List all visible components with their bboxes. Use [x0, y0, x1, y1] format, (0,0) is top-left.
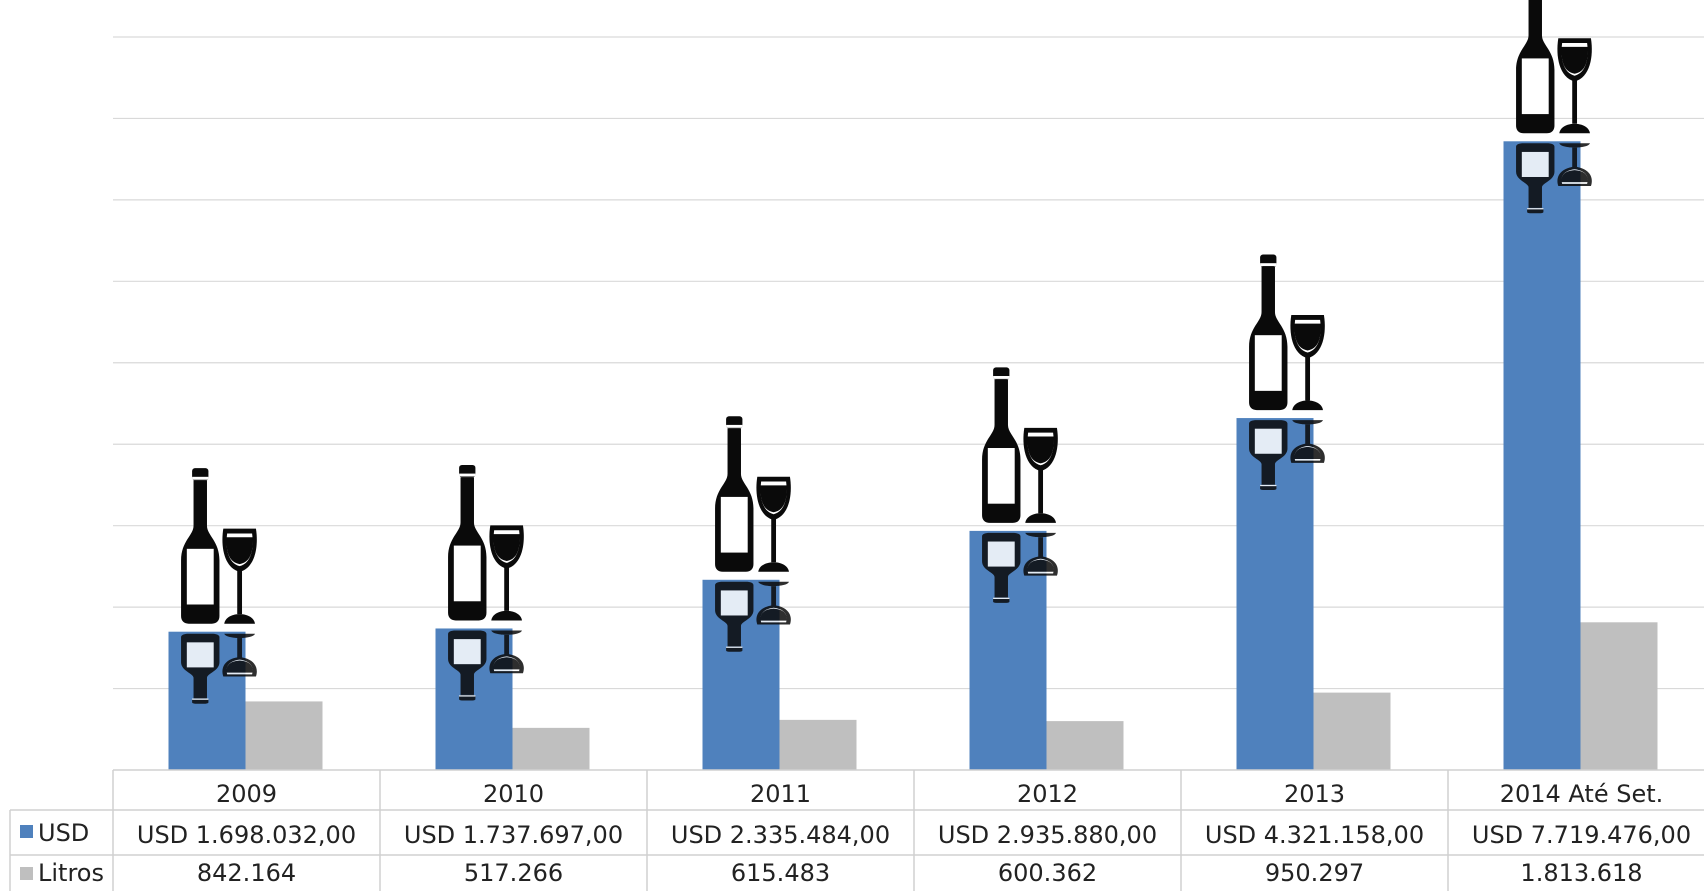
wine-icon-reflection: [448, 630, 524, 701]
data-table: 2009 USD 1.698.032,00 842.164 2010 USD 1.737…: [9, 769, 1704, 891]
wine-bottle-and-glass-icon: [1249, 254, 1325, 411]
bar-usd-2013: [1236, 418, 1314, 770]
category-label: 2013: [1284, 780, 1345, 808]
litros-value-label: 517.266: [464, 859, 563, 887]
wine-bottle-and-glass-icon: [715, 416, 791, 572]
usd-value-label: USD 7.719.476,00: [1472, 821, 1691, 849]
bar-litros-2013: [1313, 692, 1391, 770]
legend-label-litros: Litros: [38, 859, 104, 887]
bar-litros-2012: [1046, 721, 1124, 770]
wine-icon-reflection: [715, 581, 791, 652]
usd-value-label: USD 2.935.880,00: [938, 821, 1157, 849]
legend-key-usd: [20, 825, 33, 838]
usd-value-label: USD 1.698.032,00: [137, 821, 356, 849]
category-label: 2011: [750, 780, 811, 808]
litros-value-label: 1.813.618: [1520, 859, 1642, 887]
category-label: 2012: [1017, 780, 1078, 808]
litros-value-label: 600.362: [998, 859, 1097, 887]
category-label: 2010: [483, 780, 544, 808]
wine-icon-reflection: [982, 532, 1058, 603]
usd-value-label: USD 2.335.484,00: [671, 821, 890, 849]
bars: [168, 141, 1658, 770]
litros-value-label: 950.297: [1265, 859, 1364, 887]
legend-key-litros: [20, 867, 33, 880]
bar-litros-2014 Até Set.: [1580, 622, 1658, 770]
bar-litros-2009: [245, 701, 323, 770]
wine-icon-reflection: [1516, 143, 1592, 214]
usd-value-label: USD 4.321.158,00: [1205, 821, 1424, 849]
wine-bottle-and-glass-icon: [448, 464, 524, 621]
bar-usd-2014 Até Set.: [1503, 141, 1581, 770]
wine-icon-reflection: [181, 633, 257, 704]
wine-icon-reflection: [1249, 420, 1325, 491]
bar-litros-2011: [779, 719, 857, 770]
wine-bottle-and-glass-icon: [1516, 0, 1592, 134]
litros-value-label: 842.164: [197, 859, 296, 887]
bar-litros-2010: [512, 727, 590, 770]
legend-label-usd: USD: [38, 819, 89, 847]
wine-icons: [181, 0, 1592, 704]
gridlines: [113, 36, 1704, 690]
wine-bottle-and-glass-icon: [181, 468, 257, 624]
usd-value-label: USD 1.737.697,00: [404, 821, 623, 849]
litros-value-label: 615.483: [731, 859, 830, 887]
wine-bottle-and-glass-icon: [982, 367, 1058, 523]
category-label: 2014 Até Set.: [1500, 780, 1664, 808]
category-label: 2009: [216, 780, 277, 808]
